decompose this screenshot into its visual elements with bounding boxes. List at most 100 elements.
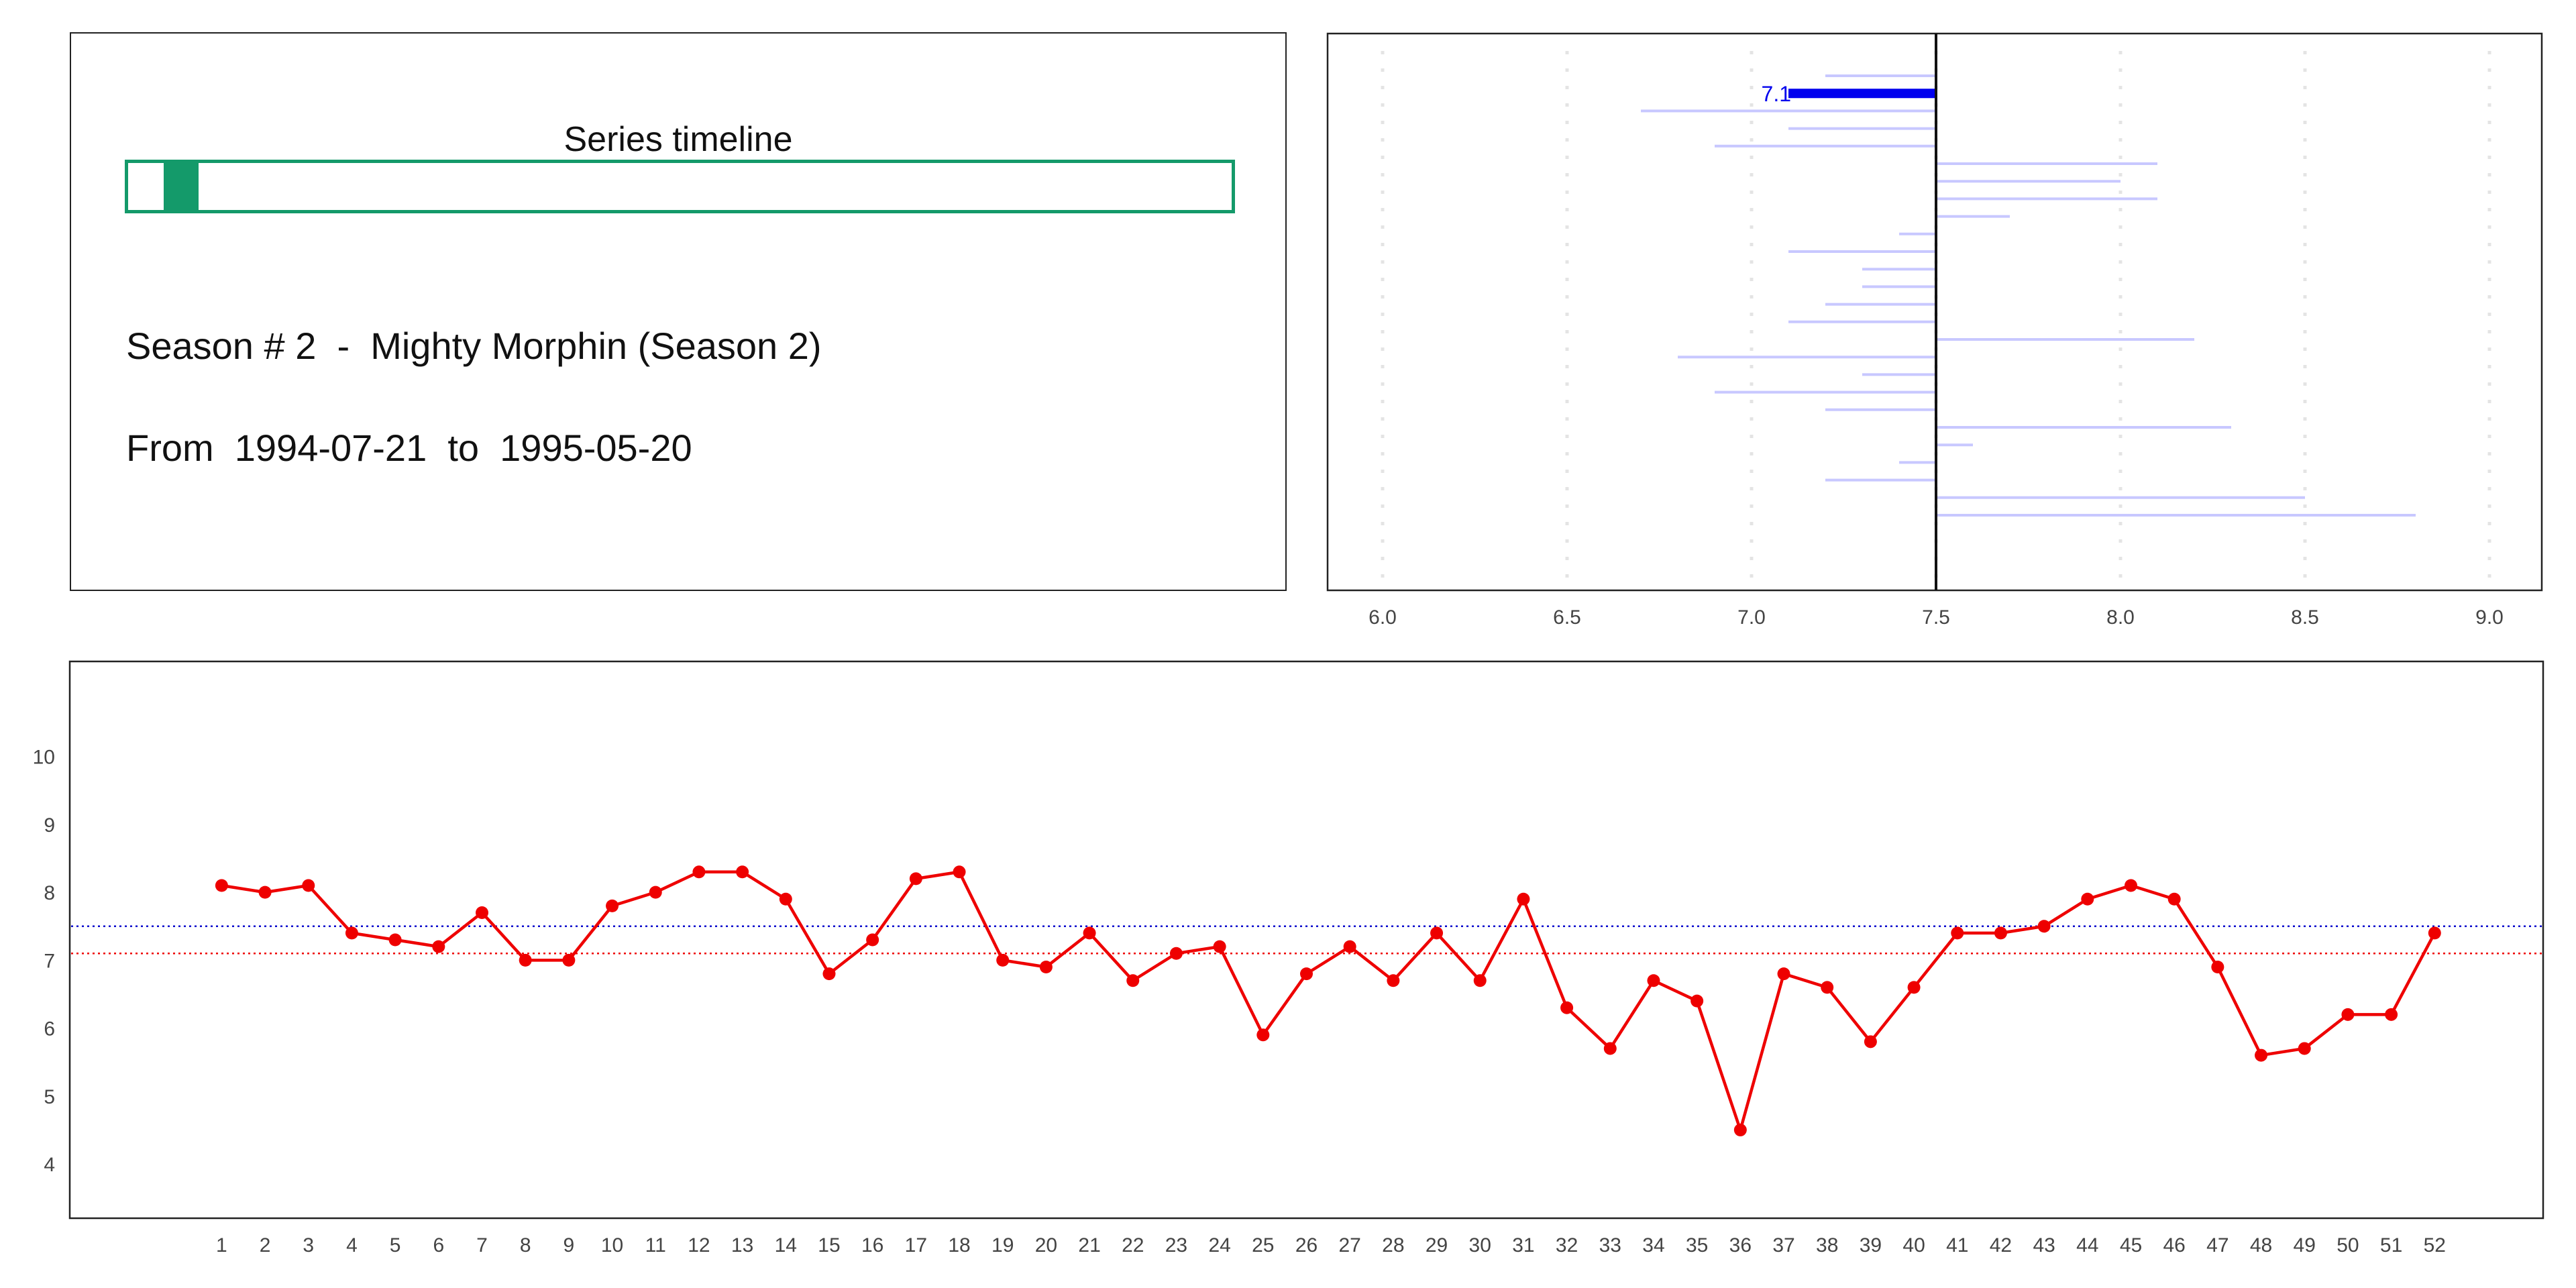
line-chart-x-tick-label: 16 [861,1234,883,1256]
line-chart-point [779,892,792,906]
line-chart-point [2298,1042,2311,1055]
line-chart-point [1517,892,1530,906]
line-chart-y-tick-label: 5 [44,1086,55,1108]
line-chart-point [1603,1042,1617,1055]
line-chart-x-tick-label: 24 [1208,1234,1230,1256]
line-chart-x-tick-label: 8 [520,1234,531,1256]
line-chart-x-tick-label: 35 [1686,1234,1708,1256]
bar-chart-x-tick-label: 7.0 [1737,606,1766,629]
timeline-title: Series timeline [564,120,793,159]
line-chart-y-tick-label: 4 [44,1154,55,1176]
line-chart-point [2385,1008,2398,1021]
line-chart-point [822,967,836,981]
line-chart-x-tick-label: 50 [2337,1234,2359,1256]
line-chart-x-tick-label: 12 [688,1234,710,1256]
line-chart-frame [68,660,2544,1220]
line-chart-series-line [221,870,2436,1132]
line-chart-point [2211,960,2224,973]
line-chart-x-tick-label: 30 [1469,1234,1491,1256]
line-chart-point [1733,1123,1747,1136]
line-chart-x-tick-label: 26 [1295,1234,1318,1256]
bar-chart-x-tick-label: 9.0 [2475,606,2504,629]
line-chart-point [562,953,576,967]
timeline-bar [125,160,1235,213]
season-label: Season # 2 - Mighty Morphin (Season 2) [126,325,822,367]
line-chart-point [649,885,662,899]
line-chart-y-tick-label: 7 [44,950,55,972]
line-chart-x-tick-label: 32 [1556,1234,1578,1256]
line-chart-point [388,933,402,947]
line-chart-point [1690,994,1704,1008]
line-chart-x-tick-label: 18 [948,1234,970,1256]
line-chart-point [2081,892,2094,906]
timeline-season-segment [163,163,199,210]
line-chart-point [1126,974,1140,987]
line-chart-x-tick-label: 23 [1165,1234,1187,1256]
line-chart-x-tick-label: 46 [2163,1234,2185,1256]
line-chart-point [1039,960,1053,973]
line-chart-point [692,865,706,879]
line-chart-point [1300,967,1313,981]
line-chart-x-tick-label: 27 [1338,1234,1360,1256]
line-chart-point [1473,974,1487,987]
line-chart-point [606,899,619,912]
line-chart-x-tick-label: 39 [1860,1234,1882,1256]
line-chart-x-tick-label: 31 [1512,1234,1534,1256]
line-chart-x-tick-label: 3 [303,1234,314,1256]
bar-chart-x-tick-label: 8.5 [2291,606,2319,629]
line-chart-point [1864,1035,1877,1049]
line-chart-x-tick-label: 14 [775,1234,797,1256]
line-chart-point [1951,926,1964,940]
line-chart-y-tick-label: 8 [44,882,55,904]
line-chart-x-tick-label: 11 [645,1234,666,1256]
line-chart-x-tick-label: 9 [564,1234,575,1256]
line-chart-x-tick-label: 6 [433,1234,444,1256]
line-chart-x-tick-label: 44 [2076,1234,2098,1256]
line-chart-x-tick-label: 4 [346,1234,358,1256]
line-chart-x-tick-label: 48 [2250,1234,2272,1256]
line-chart-point [476,906,488,920]
line-chart-x-tick-label: 20 [1035,1234,1057,1256]
season-dates-label: From 1994-07-21 to 1995-05-20 [126,427,692,469]
line-chart-x-tick-label: 34 [1642,1234,1664,1256]
line-chart-x-tick-label: 5 [390,1234,401,1256]
line-chart-point [953,865,966,879]
line-chart-point [1213,940,1226,953]
line-chart-point [258,885,272,899]
line-chart-x-tick-label: 19 [991,1234,1014,1256]
line-chart-point [432,940,445,953]
line-chart-point [2037,920,2051,933]
line-chart-point [1994,926,2007,940]
line-chart-x-tick-label: 37 [1772,1234,1794,1256]
line-chart-point [1256,1028,1270,1042]
line-chart-x-tick-label: 51 [2380,1234,2402,1256]
line-chart-x-tick-label: 33 [1599,1234,1621,1256]
line-chart-point [1387,974,1400,987]
line-chart-point [2428,926,2441,940]
line-chart-point [2167,892,2181,906]
line-chart-point [2125,879,2137,892]
bar-chart-x-tick-label: 6.5 [1553,606,1581,629]
line-chart-y-tick-label: 6 [44,1018,55,1040]
line-chart-point [345,926,358,940]
line-chart-x-tick-label: 38 [1816,1234,1838,1256]
line-chart-point [2255,1049,2268,1062]
line-chart-x-tick-label: 15 [818,1234,840,1256]
line-chart-point [519,953,532,967]
line-chart-x-tick-label: 29 [1426,1234,1448,1256]
line-chart-point [1083,926,1096,940]
line-chart-y-tick-label: 9 [44,814,55,837]
line-chart-y-tick-label: 10 [33,747,55,769]
line-chart-x-tick-label: 49 [2294,1234,2316,1256]
line-chart-point [1907,981,1921,994]
bar-chart-x-tick-label: 7.5 [1922,606,1950,629]
line-chart-point [866,933,879,947]
line-chart-x-tick-label: 52 [2424,1234,2446,1256]
line-chart-x-tick-label: 47 [2206,1234,2229,1256]
line-chart-point [1169,947,1183,960]
line-chart-x-tick-label: 21 [1078,1234,1100,1256]
line-chart-x-tick-label: 13 [731,1234,753,1256]
bar-chart-highlight-label: 7.1 [1762,82,1791,106]
line-chart-point [1560,1001,1574,1014]
